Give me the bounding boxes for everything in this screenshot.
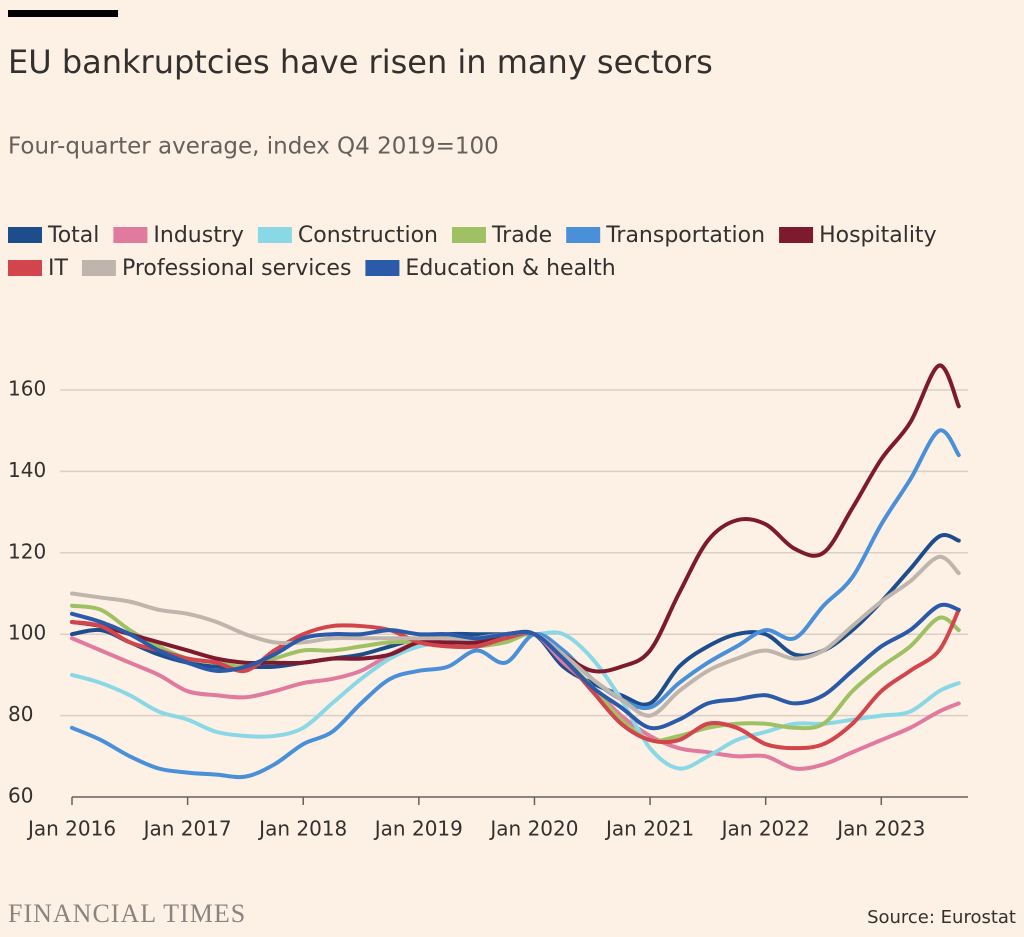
legend-swatch [365,260,400,276]
legend-swatch [257,227,292,243]
x-tick-label: Jan 2021 [604,817,694,841]
legend-label: Education & health [405,256,615,281]
y-tick-label: 120 [8,539,46,563]
legend-label: Professional services [122,256,351,281]
legend-label: IT [48,256,68,281]
x-tick-label: Jan 2019 [373,817,463,841]
chart-title: EU bankruptcies have risen in many secto… [8,43,713,81]
x-tick-label: Jan 2022 [720,817,810,841]
x-tick-label: Jan 2023 [835,817,925,841]
x-tick-label: Jan 2018 [257,817,347,841]
y-tick-label: 100 [8,621,46,645]
x-tick-label: Jan 2016 [26,817,116,841]
legend-label: Hospitality [819,223,937,248]
top-bar [8,10,118,17]
legend-label: Construction [298,223,438,248]
legend-swatch [566,227,601,243]
source: Source: Eurostat [867,907,1016,928]
legend-swatch [81,260,116,276]
y-tick-label: 60 [8,784,33,808]
y-tick-label: 80 [8,702,33,726]
brand: FINANCIAL TIMES [8,899,246,928]
x-tick-label: Jan 2017 [142,817,232,841]
legend-swatch [8,260,42,276]
series-line [70,602,961,731]
legend-label: Transportation [605,223,765,248]
legend-label: Trade [491,223,552,248]
y-tick-label: 160 [8,377,46,401]
x-tick-label: Jan 2020 [488,817,578,841]
series-line [70,428,961,780]
legend-label: Industry [153,223,244,248]
chart-subtitle: Four-quarter average, index Q4 2019=100 [8,134,499,160]
legend-swatch [451,227,486,243]
legend-swatch [113,227,148,243]
y-tick-label: 140 [8,458,46,482]
legend-swatch [8,227,42,243]
legend-label: Total [47,223,99,248]
legend-swatch [779,227,814,243]
